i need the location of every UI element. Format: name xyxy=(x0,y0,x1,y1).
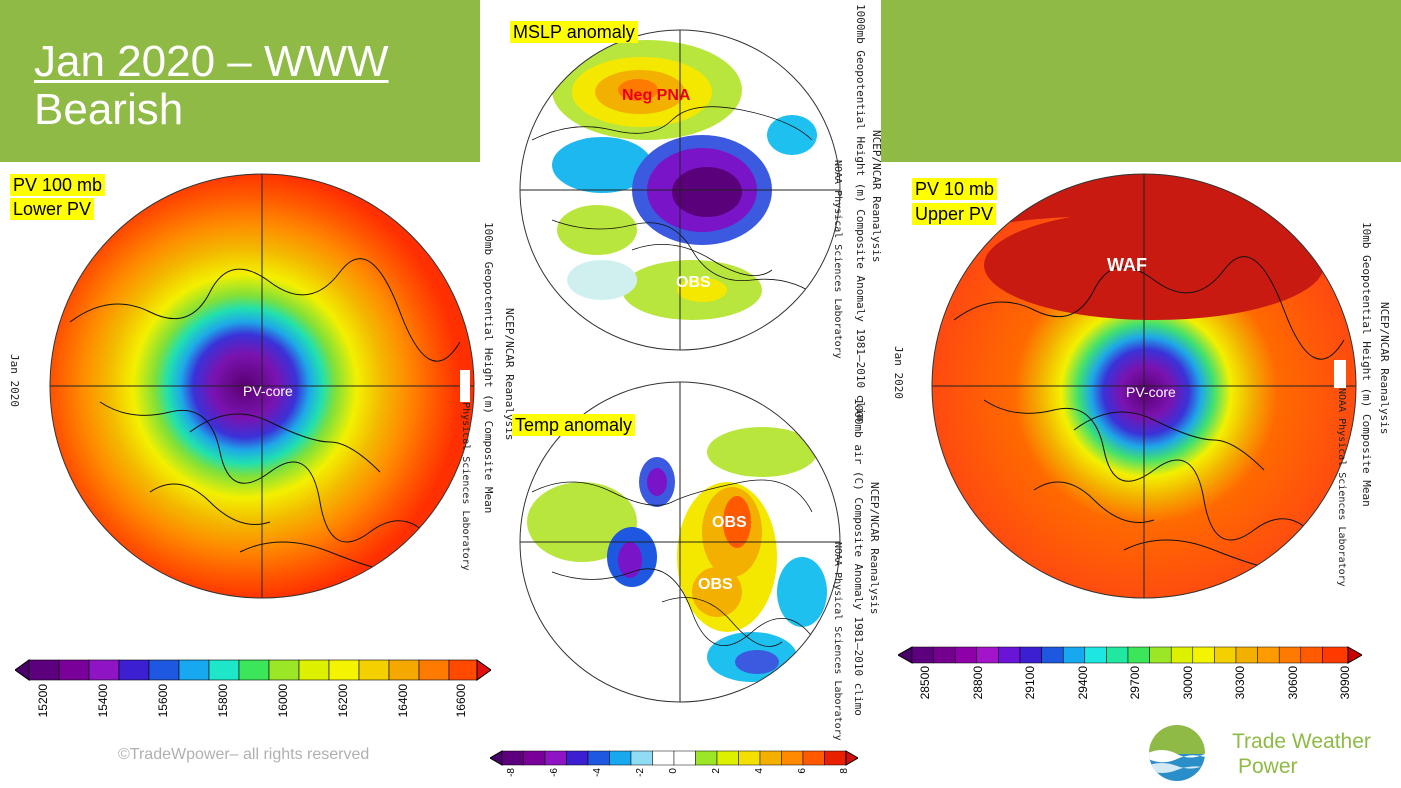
temp-cbar-label: -8 xyxy=(506,768,517,777)
mslp-label: MSLP anomaly xyxy=(510,21,638,43)
brand-logo-icon xyxy=(1149,725,1205,781)
mslp-side-source: NCEP/NCAR Reanalysis xyxy=(870,130,883,263)
pv10-white-box xyxy=(1334,360,1346,388)
pv100-cbar-label: 16200 xyxy=(336,684,350,718)
pv100-label-1: PV 100 mb xyxy=(10,174,106,196)
pv100-cbar-label: 15400 xyxy=(96,684,110,718)
pv10-cbar-label: 29400 xyxy=(1076,666,1090,700)
header-band-left xyxy=(0,0,480,162)
temp-cbar-label: 8 xyxy=(839,768,850,774)
pv100-cbar-label: 16000 xyxy=(276,684,290,718)
pv100-white-box xyxy=(460,370,470,402)
mslp-map xyxy=(519,29,841,351)
temp-obs-label-2: OBS xyxy=(698,576,733,593)
copyright-text: ©TradeWpower– all rights reserved xyxy=(118,746,370,763)
pv10-core-label: PV-core xyxy=(1126,384,1176,400)
pv10-cbar-label: 30000 xyxy=(1181,666,1195,700)
pv100-map xyxy=(49,173,475,599)
pv100-cbar-label: 16400 xyxy=(396,684,410,718)
pv100-cbar-label: 15800 xyxy=(216,684,230,718)
pv100-cbar-label: 16600 xyxy=(454,684,468,718)
pv10-cbar-label: 28800 xyxy=(971,666,985,700)
pv10-date: Jan 2020 xyxy=(892,346,905,399)
pv10-colorbar xyxy=(898,646,1362,664)
pv10-side-source: NCEP/NCAR Reanalysis xyxy=(1378,302,1391,435)
pv10-cbar-label: 30300 xyxy=(1233,666,1247,700)
pv100-colorbar xyxy=(15,659,491,681)
temp-cbar-label: 4 xyxy=(754,768,765,774)
pv10-cbar-label: 29700 xyxy=(1128,666,1142,700)
mslp-side-title: 1000mb Geopotential Height (m) Composite… xyxy=(854,4,867,422)
pv10-cbar-label: 30600 xyxy=(1286,666,1300,700)
temp-map xyxy=(519,381,841,703)
pv10-waf-label: WAF xyxy=(1107,255,1147,275)
brand-line-1: Trade Weather xyxy=(1232,730,1371,753)
temp-label: Temp anomaly xyxy=(512,414,636,436)
temp-side-lab: NOAA Physical Sciences Laboratory xyxy=(832,542,843,741)
pv100-side-lab: NOAA Physical Sciences Laboratory xyxy=(460,372,471,571)
pv10-side-title: 10mb Geopotential Height (m) Composite M… xyxy=(1360,222,1373,507)
mslp-neg-pna-label: Neg PNA xyxy=(622,87,691,104)
pv10-side-lab: NOAA Physical Sciences Laboratory xyxy=(1336,388,1347,587)
mslp-obs-label: OBS xyxy=(676,274,711,291)
temp-cbar-label: 2 xyxy=(711,768,722,774)
pv100-cbar-label: 15600 xyxy=(156,684,170,718)
temp-cbar-label: -4 xyxy=(592,768,603,777)
temp-cbar-label: -6 xyxy=(549,768,560,777)
temp-obs-label-1: OBS xyxy=(712,514,747,531)
pv100-side-source: NCEP/NCAR Reanalysis xyxy=(503,308,516,441)
pv100-side-title: 100mb Geopotential Height (m) Composite … xyxy=(482,222,495,514)
pv10-cbar-label: 30900 xyxy=(1338,666,1352,700)
pv100-label-2: Lower PV xyxy=(10,198,95,220)
title-line-1: Jan 2020 – WWW xyxy=(34,37,389,86)
brand-line-2: Power xyxy=(1238,755,1298,778)
pv10-map xyxy=(931,173,1357,599)
temp-side-source: NCEP/NCAR Reanalysis xyxy=(868,482,881,615)
pv10-cbar-label: 29100 xyxy=(1023,666,1037,700)
temp-cbar-label: 0 xyxy=(668,768,679,774)
slide-title: Jan 2020 – WWW Bearish xyxy=(34,38,389,134)
temp-side-title: 1000mb air (C) Composite Anomaly 1981–20… xyxy=(852,398,865,716)
pv10-cbar-label: 28500 xyxy=(918,666,932,700)
pv100-date: Jan 2020 xyxy=(8,354,21,407)
temp-cbar-label: 6 xyxy=(797,768,808,774)
temp-cbar-label: -2 xyxy=(635,768,646,777)
brand-name: Trade Weather Power xyxy=(1232,729,1371,779)
temp-colorbar xyxy=(490,750,858,766)
title-line-2: Bearish xyxy=(34,85,184,134)
header-band-right xyxy=(881,0,1401,162)
pv100-cbar-label: 15200 xyxy=(36,684,50,718)
pv100-core-label: PV-core xyxy=(243,383,293,399)
pv10-label-1: PV 10 mb xyxy=(912,178,998,200)
pv10-label-2: Upper PV xyxy=(912,203,997,225)
mslp-side-lab: NOAA Physical Sciences Laboratory xyxy=(832,160,843,359)
